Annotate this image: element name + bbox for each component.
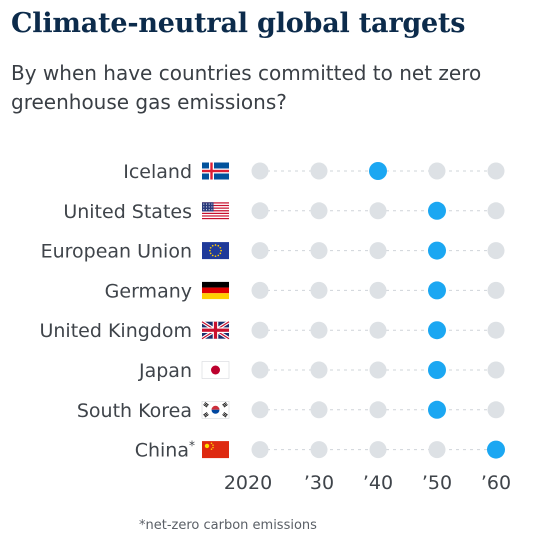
china-flag bbox=[202, 441, 229, 459]
empty-year-dot bbox=[310, 202, 328, 220]
country-label: China* bbox=[135, 439, 195, 462]
south-korea-flag bbox=[201, 400, 230, 419]
chart-row: United States bbox=[63, 201, 505, 223]
x-tick-label: ’50 bbox=[422, 472, 452, 494]
country-label: Iceland bbox=[123, 161, 192, 183]
empty-year-dot bbox=[310, 281, 328, 299]
chart-row: United Kingdom bbox=[39, 320, 505, 342]
country-label: European Union bbox=[41, 241, 192, 263]
empty-year-dot bbox=[487, 162, 505, 180]
x-tick-label: ’60 bbox=[481, 472, 511, 494]
country-label: United States bbox=[63, 201, 192, 223]
country-label: Germany bbox=[105, 280, 192, 302]
x-tick-label: ’30 bbox=[304, 472, 334, 494]
empty-year-dot bbox=[310, 441, 328, 459]
chart-row: China* bbox=[135, 439, 505, 462]
x-tick-label: 2020 bbox=[224, 472, 272, 494]
empty-year-dot bbox=[310, 162, 328, 180]
empty-year-dot bbox=[310, 401, 328, 419]
empty-year-dot bbox=[310, 242, 328, 260]
empty-year-dot bbox=[251, 281, 269, 299]
target-year-dot bbox=[428, 241, 446, 260]
target-year-dot bbox=[369, 162, 387, 180]
target-year-dot bbox=[428, 361, 446, 379]
target-year-dot bbox=[428, 281, 446, 300]
empty-year-dot bbox=[487, 401, 505, 419]
footnote-marker: * bbox=[189, 439, 195, 453]
x-tick-label: ’40 bbox=[363, 472, 393, 494]
empty-year-dot bbox=[251, 162, 269, 180]
chart-row: European Union bbox=[41, 241, 505, 263]
empty-year-dot bbox=[487, 321, 505, 339]
empty-year-dot bbox=[369, 321, 387, 339]
empty-year-dot bbox=[428, 441, 446, 459]
target-year-dot bbox=[487, 440, 505, 459]
target-year-dot bbox=[428, 321, 446, 340]
eu-flag bbox=[202, 242, 229, 260]
empty-year-dot bbox=[487, 361, 505, 379]
empty-year-dot bbox=[369, 281, 387, 299]
chart-row: Germany bbox=[105, 280, 505, 302]
chart-subtitle: By when have countries committed to net … bbox=[11, 61, 482, 114]
chart-row: Japan bbox=[138, 360, 505, 382]
empty-year-dot bbox=[369, 361, 387, 379]
country-label: Japan bbox=[138, 360, 192, 382]
germany-flag bbox=[202, 281, 229, 300]
empty-year-dot bbox=[487, 281, 505, 299]
empty-year-dot bbox=[487, 202, 505, 220]
empty-year-dot bbox=[310, 361, 328, 379]
iceland-flag bbox=[202, 162, 229, 180]
empty-year-dot bbox=[428, 162, 446, 180]
empty-year-dot bbox=[369, 202, 387, 220]
empty-year-dot bbox=[487, 242, 505, 260]
empty-year-dot bbox=[369, 242, 387, 260]
empty-year-dot bbox=[251, 321, 269, 339]
empty-year-dot bbox=[251, 202, 269, 220]
japan-flag bbox=[201, 361, 230, 379]
chart-row: South Korea bbox=[77, 400, 505, 422]
empty-year-dot bbox=[251, 242, 269, 260]
empty-year-dot bbox=[251, 401, 269, 419]
empty-year-dot bbox=[251, 361, 269, 379]
empty-year-dot bbox=[251, 441, 269, 459]
country-label: South Korea bbox=[77, 400, 192, 422]
target-year-dot bbox=[428, 201, 446, 220]
uk-flag bbox=[201, 320, 230, 341]
chart-title: Climate-neutral global targets bbox=[11, 8, 466, 39]
empty-year-dot bbox=[310, 321, 328, 339]
chart-row: Iceland bbox=[123, 161, 505, 183]
footnote: *net-zero carbon emissions bbox=[139, 518, 317, 533]
empty-year-dot bbox=[369, 401, 387, 419]
country-label: United Kingdom bbox=[39, 320, 192, 342]
us-flag bbox=[202, 202, 229, 221]
empty-year-dot bbox=[369, 441, 387, 459]
target-year-dot bbox=[428, 400, 446, 419]
